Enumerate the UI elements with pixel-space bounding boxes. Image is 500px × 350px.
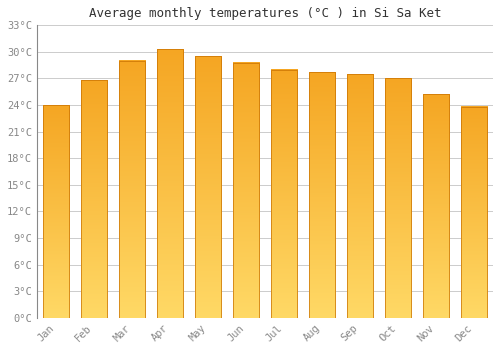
Bar	[346, 74, 374, 318]
Bar	[232, 63, 259, 318]
Bar	[270, 70, 297, 318]
Bar	[118, 61, 145, 318]
Bar	[384, 78, 411, 318]
Bar	[308, 72, 336, 318]
Bar	[422, 94, 450, 318]
Title: Average monthly temperatures (°C ) in Si Sa Ket: Average monthly temperatures (°C ) in Si…	[88, 7, 441, 20]
Bar	[156, 49, 183, 318]
Bar	[460, 107, 487, 318]
Bar	[80, 80, 107, 318]
Bar	[42, 105, 69, 318]
Bar	[194, 56, 221, 318]
